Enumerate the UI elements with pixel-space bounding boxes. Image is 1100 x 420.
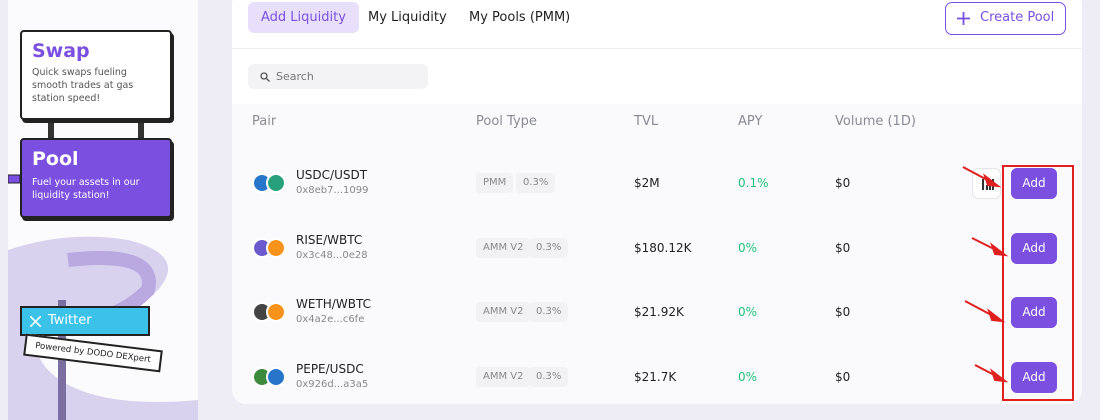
pair-address: 0x926d...a3a5 [296, 379, 369, 391]
search-icon [260, 72, 270, 82]
chart-icon [992, 179, 994, 190]
pair-name: WETH/WBTC [296, 297, 371, 312]
pair-name: PEPE/USDC [296, 362, 364, 377]
search-placeholder: Search [276, 70, 314, 83]
add-button[interactable]: Add [1011, 297, 1057, 329]
column-header: Pool Type [476, 114, 537, 129]
tvl: $2M [634, 176, 660, 190]
chart-button[interactable] [972, 168, 1001, 199]
token-icons [252, 302, 292, 323]
token-icon [266, 302, 286, 323]
search-input[interactable]: Search [248, 64, 428, 89]
table-row: RISE/WBTC 0x3c48...0e28 AMM V2 0.3% $180.12K… [232, 216, 1082, 280]
fee-tag: 0.3% [529, 302, 569, 323]
pool-text: Fuel your assets in our liquidity statio… [32, 177, 140, 201]
apy: 0% [738, 370, 758, 385]
chart-icon [982, 179, 984, 190]
fee-tag: 0.3% [516, 173, 556, 193]
token-icons [252, 367, 292, 388]
tab[interactable]: Add Liquidity [248, 2, 359, 33]
column-header: TVL [634, 114, 659, 129]
tvl: $21.7K [634, 370, 677, 385]
twitter-label: Twitter [48, 313, 92, 328]
plus-icon [957, 12, 970, 25]
table-row: PEPE/USDC 0x926d...a3a5 AMM V2 0.3% $21.7K 0%… [232, 345, 1082, 404]
x-logo [30, 316, 41, 327]
tab[interactable]: My Liquidity [368, 10, 447, 25]
fee-tag: 0.3% [529, 237, 569, 258]
swap-text: Quick swaps fueling smooth trades at gas… [32, 67, 134, 104]
column-header: APY [738, 114, 763, 129]
twitter-sign[interactable]: Twitter [20, 306, 150, 336]
column-header: Volume (1D) [835, 114, 916, 129]
volume: $0 [835, 305, 851, 320]
pair-address: 0x8eb7...1099 [296, 185, 369, 196]
tab[interactable]: My Pools (PMM) [469, 10, 571, 25]
apy: 0% [738, 240, 758, 255]
table-row: WETH/WBTC 0x4a2e...c6fe AMM V2 0.3% $21.92K 0… [232, 280, 1082, 344]
volume: $0 [835, 176, 851, 190]
sidebar: Swap Quick swaps fueling smooth trades a… [8, 0, 198, 420]
pool-type-tag: AMM V2 [476, 367, 531, 388]
token-icon [266, 367, 286, 388]
main-panel: Add Liquidity My Liquidity My Pools (PMM) … [232, 0, 1082, 404]
swap-title: Swap [32, 40, 90, 62]
token-icon [266, 237, 286, 258]
pool-type-tag: AMM V2 [476, 237, 531, 258]
fee-tag: 0.3% [529, 367, 569, 388]
pair-address: 0x4a2e...c6fe [296, 314, 365, 326]
token-icons [252, 173, 292, 193]
volume: $0 [835, 240, 851, 255]
pair-address: 0x3c48...0e28 [296, 249, 368, 261]
add-button[interactable]: Add [1011, 232, 1057, 264]
table: Pair Pool Type TVL APY Volume (1D) USDC/USDT 0… [232, 104, 1082, 404]
tvl: $21.92K [634, 305, 684, 320]
column-header: Pair [252, 114, 277, 129]
add-button[interactable]: Add [1011, 362, 1057, 394]
tvl: $180.12K [634, 240, 692, 255]
apy: 0% [738, 305, 758, 320]
pool-type-tag: PMM [476, 173, 514, 193]
pool-title: Pool [32, 148, 79, 170]
create-pool-label: Create Pool [980, 10, 1055, 25]
apy: 0.1% [738, 176, 769, 190]
token-icon [266, 173, 286, 193]
chart-icon [989, 182, 991, 190]
chart-icon [986, 185, 988, 190]
pair-name: USDC/USDT [296, 168, 368, 182]
create-pool-button[interactable]: Create Pool [945, 2, 1066, 35]
table-row: USDC/USDT 0x8eb7...1099 PMM 0.3% $2M 0.1% $0 Ad… [232, 151, 1082, 215]
swap-card[interactable]: Swap Quick swaps fueling smooth trades a… [20, 30, 172, 120]
token-icons [252, 237, 292, 258]
volume: $0 [835, 370, 851, 385]
pair-name: RISE/WBTC [296, 232, 363, 247]
pool-card[interactable]: Pool Fuel your assets in our liquidity s… [20, 138, 172, 218]
pool-type-tag: AMM V2 [476, 302, 531, 323]
add-button[interactable]: Add [1011, 168, 1057, 199]
